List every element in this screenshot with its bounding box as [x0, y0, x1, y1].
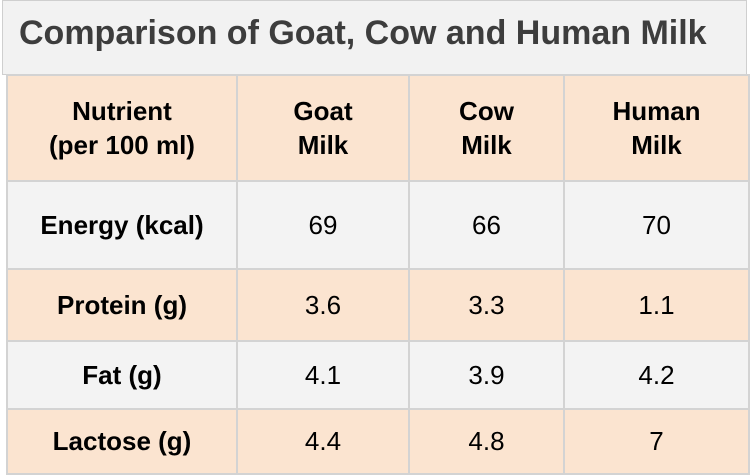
- cell-fat-goat: 4.1: [236, 340, 410, 410]
- cell-lactose-cow: 4.8: [408, 408, 565, 475]
- cell-energy-cow: 66: [408, 180, 565, 270]
- column-header-human-milk: Human Milk: [563, 74, 750, 182]
- row-label-lactose: Lactose (g): [6, 408, 238, 475]
- table-row-energy: Energy (kcal) 69 66 70: [6, 180, 750, 270]
- column-header-human-line1: Human: [612, 96, 701, 126]
- table-row-protein: Protein (g) 3.6 3.3 1.1: [6, 268, 750, 342]
- column-header-nutrient: Nutrient (per 100 ml): [6, 74, 238, 182]
- cell-energy-goat: 69: [236, 180, 410, 270]
- column-header-cow-line2: Milk: [461, 130, 512, 160]
- cell-lactose-human: 7: [563, 408, 750, 475]
- row-label-energy: Energy (kcal): [6, 180, 238, 270]
- column-header-goat-line1: Goat: [293, 96, 353, 126]
- cell-protein-cow: 3.3: [408, 268, 565, 342]
- column-header-nutrient-line2: (per 100 ml): [49, 130, 195, 160]
- title-bar: Comparison of Goat, Cow and Human Milk: [2, 0, 747, 75]
- column-header-cow-milk: Cow Milk: [408, 74, 565, 182]
- comparison-table: Nutrient (per 100 ml) Goat Milk Cow Milk…: [6, 74, 750, 475]
- cell-lactose-goat: 4.4: [236, 408, 410, 475]
- row-label-fat: Fat (g): [6, 340, 238, 410]
- cell-energy-human: 70: [563, 180, 750, 270]
- table-row-fat: Fat (g) 4.1 3.9 4.2: [6, 340, 750, 410]
- cell-fat-human: 4.2: [563, 340, 750, 410]
- cell-protein-human: 1.1: [563, 268, 750, 342]
- header-row: Nutrient (per 100 ml) Goat Milk Cow Milk…: [6, 74, 750, 182]
- row-label-protein: Protein (g): [6, 268, 238, 342]
- column-header-cow-line1: Cow: [459, 96, 514, 126]
- cell-fat-cow: 3.9: [408, 340, 565, 410]
- column-header-nutrient-line1: Nutrient: [72, 96, 172, 126]
- table-row-lactose: Lactose (g) 4.4 4.8 7: [6, 408, 750, 475]
- column-header-goat-milk: Goat Milk: [236, 74, 410, 182]
- column-header-goat-line2: Milk: [297, 130, 349, 160]
- column-header-human-line2: Milk: [631, 130, 682, 160]
- cell-protein-goat: 3.6: [236, 268, 410, 342]
- table-title: Comparison of Goat, Cow and Human Milk: [19, 14, 707, 52]
